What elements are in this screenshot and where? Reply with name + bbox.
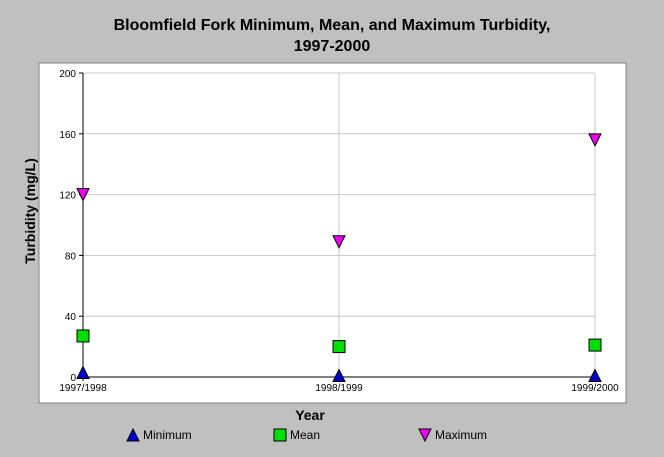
legend-minimum-icon bbox=[126, 427, 140, 442]
chart-title: Bloomfield Fork Minimum, Mean, and Maxim… bbox=[114, 17, 551, 34]
legend: Minimum Mean Maximum bbox=[126, 427, 487, 443]
minimum-point bbox=[76, 365, 90, 379]
minimum-point bbox=[588, 368, 602, 382]
maximum-point bbox=[332, 235, 346, 249]
maximum-point bbox=[588, 133, 602, 147]
minimum-point bbox=[332, 368, 346, 382]
x-tick-label: 1999/2000 bbox=[571, 383, 619, 394]
legend-mean-label: Mean bbox=[290, 428, 320, 442]
y-tick-label: 80 bbox=[65, 251, 77, 262]
mean-point bbox=[332, 340, 346, 354]
grid-lines bbox=[83, 72, 596, 377]
legend-maximum-icon bbox=[418, 428, 432, 443]
y-axis-label: Turbidity (mg/L) bbox=[22, 158, 38, 264]
legend-maximum-label: Maximum bbox=[435, 428, 487, 442]
x-axis-label: Year bbox=[295, 407, 325, 423]
chart-subtitle: 1997-2000 bbox=[294, 38, 371, 55]
legend-minimum-label: Minimum bbox=[143, 428, 192, 442]
maximum-point bbox=[76, 188, 90, 202]
y-tick-label: 160 bbox=[59, 130, 76, 141]
x-tick-label: 1998/1999 bbox=[315, 383, 363, 394]
y-tick-label: 40 bbox=[65, 312, 77, 323]
x-tick-label: 1997/1998 bbox=[59, 383, 107, 394]
legend-mean-icon bbox=[273, 428, 287, 442]
data-markers bbox=[76, 133, 602, 382]
y-tick-label: 0 bbox=[70, 373, 76, 384]
mean-point bbox=[588, 338, 602, 352]
y-tick-label: 120 bbox=[59, 191, 76, 202]
mean-point bbox=[76, 329, 90, 343]
y-tick-label: 200 bbox=[59, 69, 76, 80]
